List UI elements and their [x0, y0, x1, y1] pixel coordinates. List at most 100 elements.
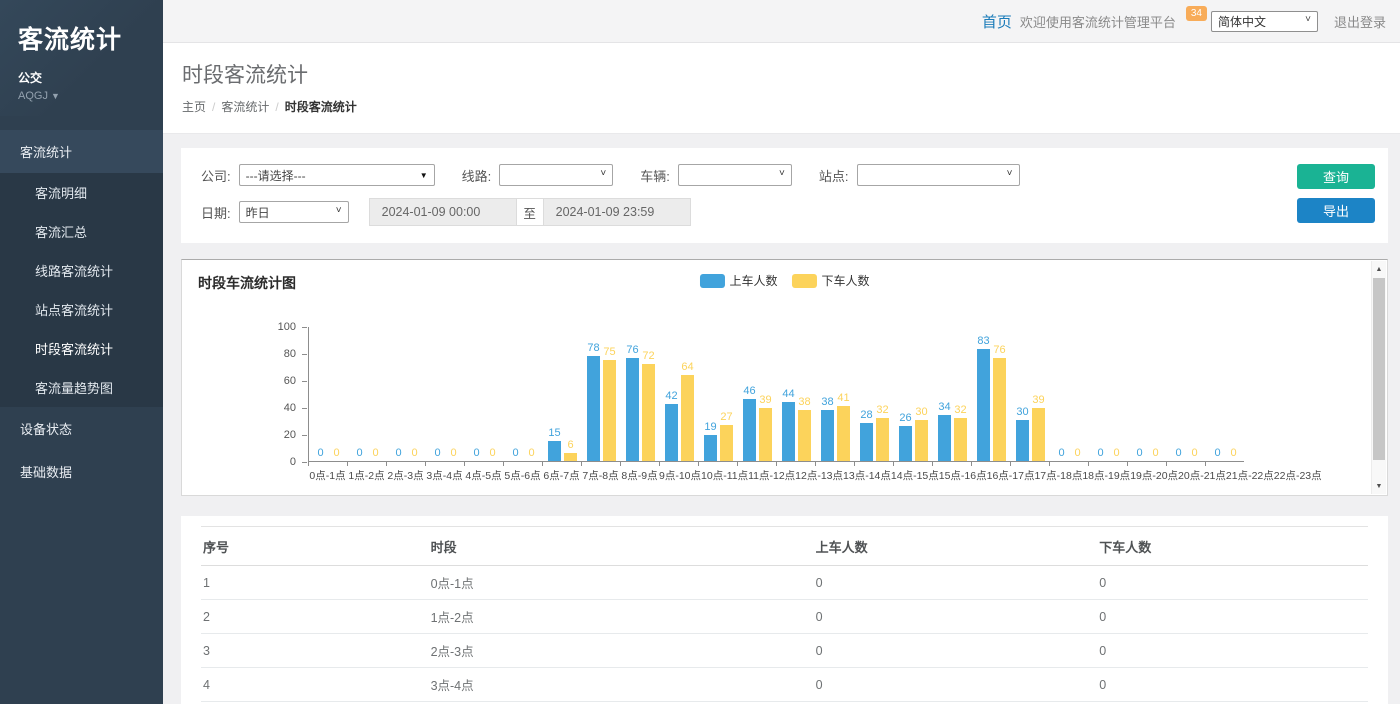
chart-bar — [681, 375, 694, 461]
chart-bar — [954, 418, 967, 461]
sidebar-subitem-0[interactable]: 客流明细 — [0, 173, 163, 212]
chart-bar-column: 46 — [743, 399, 756, 461]
breadcrumb-separator: / — [212, 100, 215, 114]
chart-category: 4438 — [777, 326, 816, 461]
x-axis-tick-label: 5点-6点 — [503, 468, 542, 483]
chart-bar — [821, 410, 834, 461]
chart-bar-column: 64 — [681, 375, 694, 461]
table-cell: 0点-1点 — [429, 566, 814, 600]
user-menu[interactable]: AQGJ▼ — [18, 90, 163, 102]
chevron-down-icon: ˅ — [336, 205, 342, 216]
bar-value-label: 39 — [759, 394, 771, 406]
sidebar-item-2[interactable]: 基础数据 — [0, 450, 163, 493]
sidebar-subitem-5[interactable]: 客流量趋势图 — [0, 368, 163, 407]
chart-bar — [587, 356, 600, 461]
query-button[interactable]: 查询 — [1297, 164, 1375, 189]
chart-bar-column: 39 — [759, 408, 772, 461]
y-axis-tick-label: 100 — [278, 321, 296, 333]
y-axis-tick — [302, 408, 307, 409]
sidebar-item-1[interactable]: 设备状态 — [0, 407, 163, 450]
table-cell: 1点-2点 — [429, 600, 814, 634]
sidebar-group: 设备状态 — [0, 407, 163, 450]
bar-value-label: 38 — [798, 396, 810, 408]
notification-badge[interactable]: 34 — [1186, 6, 1207, 21]
table-row: 32点-3点00 — [201, 634, 1368, 668]
home-link[interactable]: 首页 — [982, 11, 1012, 32]
bar-value-label: 76 — [993, 344, 1005, 356]
chart-category: 7875 — [582, 326, 621, 461]
chart-bar-column: 39 — [1032, 408, 1045, 461]
x-axis-tick-label: 0点-1点 — [308, 468, 347, 483]
breadcrumb-separator: / — [275, 100, 278, 114]
bar-value-label: 0 — [1230, 447, 1236, 459]
breadcrumb-item[interactable]: 客流统计 — [221, 100, 269, 114]
bar-value-label: 38 — [821, 396, 833, 408]
export-button[interactable]: 导出 — [1297, 198, 1375, 223]
legend-item[interactable]: 上车人数 — [699, 272, 777, 289]
bar-value-label: 0 — [317, 447, 323, 459]
logout-link[interactable]: 退出登录 — [1334, 12, 1386, 31]
chart-bar — [743, 399, 756, 461]
x-axis-tick-label — [1322, 468, 1361, 483]
x-axis-tick-label: 22点-23点 — [1274, 468, 1322, 483]
breadcrumb-item[interactable]: 主页 — [182, 100, 206, 114]
bar-value-label: 46 — [743, 385, 755, 397]
sidebar-item-0[interactable]: 客流统计 — [0, 130, 163, 173]
bar-value-label: 0 — [1214, 447, 1220, 459]
chart-x-axis-labels: 0点-1点1点-2点2点-3点3点-4点4点-5点5点-6点6点-7点7点-8点… — [308, 468, 1244, 483]
y-axis-tick — [302, 381, 307, 382]
sidebar-subitem-3[interactable]: 站点客流统计 — [0, 290, 163, 329]
chevron-down-icon: ˅ — [600, 168, 606, 179]
user-name: AQGJ — [18, 90, 48, 102]
vehicle-label: 车辆: — [640, 166, 670, 185]
company-value: ---请选择--- — [246, 167, 306, 184]
bar-value-label: 39 — [1032, 394, 1044, 406]
period-stats-table: 序号时段上车人数下车人数 10点-1点0021点-2点0032点-3点0043点… — [201, 526, 1368, 704]
sidebar-subitem-2[interactable]: 线路客流统计 — [0, 251, 163, 290]
chart-category: 00 — [1206, 326, 1245, 461]
vehicle-select[interactable]: ˅ — [678, 164, 792, 186]
scrollbar-thumb[interactable] — [1373, 278, 1385, 460]
chart-category: 4639 — [738, 326, 777, 461]
bar-value-label: 0 — [411, 447, 417, 459]
date-to-input[interactable]: 2024-01-09 23:59 — [544, 199, 690, 225]
line-select[interactable]: ˅ — [499, 164, 613, 186]
x-axis-tick-label: 11点-12点 — [748, 468, 795, 483]
bar-value-label: 64 — [681, 361, 693, 373]
chevron-down-icon: ▼ — [51, 91, 60, 101]
sidebar-submenu: 客流明细客流汇总线路客流统计站点客流统计时段客流统计客流量趋势图 — [0, 173, 163, 407]
chart-bar-column: 75 — [603, 360, 616, 461]
company-select[interactable]: ---请选择--- ▼ — [239, 164, 435, 186]
table-cell: 2点-3点 — [429, 634, 814, 668]
table-cell: 4 — [201, 668, 429, 702]
station-select[interactable]: ˅ — [857, 164, 1020, 186]
chart-scrollbar[interactable]: ▲ ▼ — [1371, 261, 1386, 494]
scroll-up-icon[interactable]: ▲ — [1372, 262, 1386, 276]
chart-bar-column: 38 — [821, 410, 834, 461]
legend-item[interactable]: 下车人数 — [792, 272, 870, 289]
bar-value-label: 27 — [720, 411, 732, 423]
bar-value-label: 28 — [860, 409, 872, 421]
date-preset-select[interactable]: 昨日 ˅ — [239, 201, 349, 223]
bar-value-label: 0 — [473, 447, 479, 459]
scroll-down-icon[interactable]: ▼ — [1372, 479, 1386, 493]
language-value: 简体中文 — [1218, 13, 1266, 30]
table-header-cell: 序号 — [201, 527, 429, 566]
sidebar-subitem-4[interactable]: 时段客流统计 — [0, 329, 163, 368]
language-select[interactable]: 简体中文 ˅ — [1211, 11, 1318, 32]
bar-value-label: 72 — [642, 350, 654, 362]
date-from-input[interactable]: 2024-01-09 00:00 — [370, 199, 516, 225]
bar-value-label: 0 — [1074, 447, 1080, 459]
chevron-down-icon: ˅ — [779, 168, 785, 179]
chart-bar-column: 6 — [564, 453, 577, 461]
table-header-row: 序号时段上车人数下车人数 — [201, 527, 1368, 566]
x-axis-tick-label: 16点-17点 — [987, 468, 1035, 483]
chart-bar-column: 34 — [938, 415, 951, 461]
bar-value-label: 32 — [954, 404, 966, 416]
sidebar-group: 客流统计客流明细客流汇总线路客流统计站点客流统计时段客流统计客流量趋势图 — [0, 130, 163, 407]
chart-category: 3841 — [816, 326, 855, 461]
sidebar-nav: 客流统计客流明细客流汇总线路客流统计站点客流统计时段客流统计客流量趋势图设备状态… — [0, 130, 163, 493]
sidebar-subitem-1[interactable]: 客流汇总 — [0, 212, 163, 251]
chart-bar-column: 42 — [665, 404, 678, 461]
y-axis-tick — [302, 327, 307, 328]
